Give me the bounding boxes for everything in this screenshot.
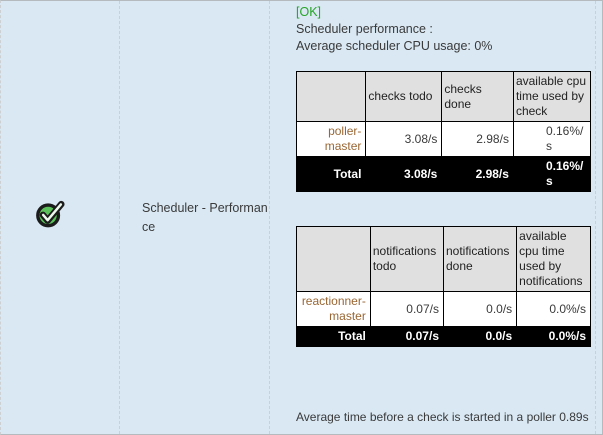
plugin-output-cell: [OK] Scheduler performance : Average sch… bbox=[270, 1, 596, 434]
footer-note: Average time before a check is started i… bbox=[296, 410, 589, 424]
column-header: checks done bbox=[441, 71, 514, 122]
notifications-table: notifications todo notifications done avai… bbox=[296, 226, 591, 347]
total-value-cell: 3.08/s bbox=[365, 156, 443, 192]
column-header: notifications todo bbox=[369, 226, 445, 292]
service-name: Scheduler - Performance bbox=[142, 201, 268, 234]
ok-check-icon bbox=[35, 199, 65, 229]
column-header: available cpu time used by notifications bbox=[516, 226, 591, 292]
status-icon-cell bbox=[1, 1, 120, 434]
empty-corner-cell bbox=[296, 226, 371, 292]
status-badge: [OK] bbox=[296, 5, 322, 19]
value-cell: 0.07/s bbox=[369, 291, 445, 327]
total-label: Total bbox=[295, 156, 367, 192]
service-name-cell: Scheduler - Performance bbox=[120, 1, 270, 434]
checks-data-row: poller-master 3.08/s 2.98/s 0.16%/s bbox=[295, 121, 592, 157]
output-line-2: Average scheduler CPU usage: 0% bbox=[296, 39, 493, 53]
empty-corner-cell bbox=[295, 71, 367, 122]
checks-total-row: Total 3.08/s 2.98/s 0.16%/s bbox=[295, 156, 592, 192]
right-spacer bbox=[596, 1, 602, 434]
value-cell: 0.0%/s bbox=[516, 291, 591, 327]
notifications-total-row: Total 0.07/s 0.0/s 0.0%/s bbox=[296, 326, 591, 347]
checks-table: checks todo checks done available cpu time… bbox=[295, 71, 592, 192]
total-label: Total bbox=[296, 326, 371, 347]
total-value-cell: 0.07/s bbox=[369, 326, 445, 347]
column-header: checks todo bbox=[365, 71, 443, 122]
total-value-cell: 0.0%/s bbox=[516, 326, 591, 347]
notifications-data-row: reactionner-master 0.07/s 0.0/s 0.0%/s bbox=[296, 291, 591, 327]
row-label: reactionner-master bbox=[296, 291, 371, 327]
total-value-cell: 0.0/s bbox=[442, 326, 518, 347]
checks-header-row: checks todo checks done available cpu time… bbox=[295, 71, 592, 122]
column-header: notifications done bbox=[442, 226, 518, 292]
notifications-header-row: notifications todo notifications done avai… bbox=[296, 226, 591, 292]
value-cell: 3.08/s bbox=[365, 121, 443, 157]
row-label: poller-master bbox=[295, 121, 367, 157]
value-cell: 0.0/s bbox=[442, 291, 518, 327]
output-line-1: Scheduler performance : bbox=[296, 22, 433, 36]
total-value-cell: 0.16%/s bbox=[512, 156, 592, 192]
value-cell: 0.16%/s bbox=[512, 121, 592, 157]
total-value-cell: 2.98/s bbox=[441, 156, 514, 192]
value-cell: 2.98/s bbox=[441, 121, 514, 157]
column-header: available cpu time used by check bbox=[512, 71, 592, 122]
